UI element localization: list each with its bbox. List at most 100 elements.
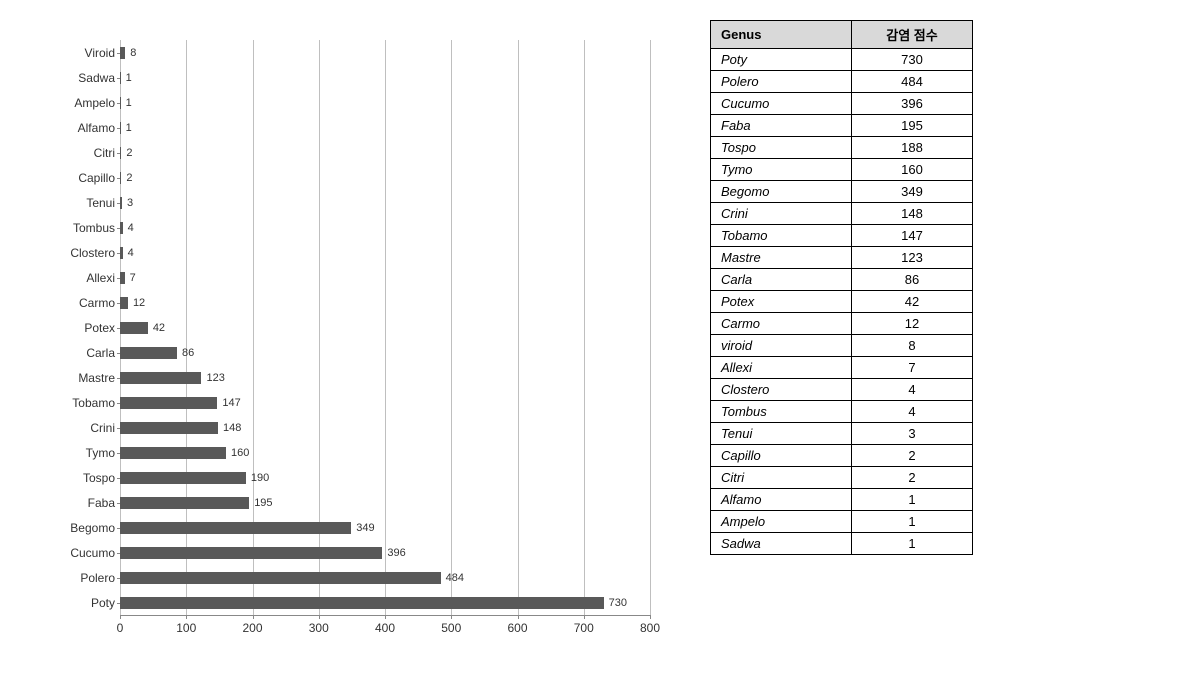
bar-value-label: 4 — [128, 222, 134, 234]
cell-genus: Cucumo — [711, 93, 852, 115]
bar — [120, 97, 121, 109]
cell-genus: Tenui — [711, 423, 852, 445]
bar — [120, 372, 201, 384]
x-tick — [451, 615, 452, 619]
x-tick — [186, 615, 187, 619]
bar-row: Mastre123 — [120, 365, 650, 390]
x-tick — [385, 615, 386, 619]
x-tick-label: 300 — [309, 621, 329, 635]
cell-genus: Tymo — [711, 159, 852, 181]
bar-row: Tombus4 — [120, 215, 650, 240]
cell-score: 4 — [852, 379, 973, 401]
bar-value-label: 730 — [609, 597, 627, 609]
bar-value-label: 123 — [206, 372, 224, 384]
genus-score-table: Genus 감염 점수 Poty730Polero484Cucumo396Fab… — [710, 20, 973, 555]
cell-score: 484 — [852, 71, 973, 93]
cell-genus: Carmo — [711, 313, 852, 335]
table-row: Begomo349 — [711, 181, 973, 203]
x-tick-label: 800 — [640, 621, 660, 635]
table-row: Citri2 — [711, 467, 973, 489]
cell-genus: Begomo — [711, 181, 852, 203]
table-row: viroid8 — [711, 335, 973, 357]
bar — [120, 72, 121, 84]
table-row: Tenui3 — [711, 423, 973, 445]
bar — [120, 47, 125, 59]
cell-genus: Citri — [711, 467, 852, 489]
bar — [120, 422, 218, 434]
bar-row: Viroid8 — [120, 40, 650, 65]
bar — [120, 322, 148, 334]
table-row: Alfamo1 — [711, 489, 973, 511]
cell-genus: Potex — [711, 291, 852, 313]
cell-score: 2 — [852, 445, 973, 467]
bar-value-label: 484 — [446, 572, 464, 584]
x-tick-label: 400 — [375, 621, 395, 635]
bar-value-label: 1 — [126, 97, 132, 109]
col-header-genus: Genus — [711, 21, 852, 49]
table-row: Polero484 — [711, 71, 973, 93]
bar — [120, 122, 121, 134]
cell-score: 349 — [852, 181, 973, 203]
cell-genus: Clostero — [711, 379, 852, 401]
bar — [120, 347, 177, 359]
table-row: Capillo2 — [711, 445, 973, 467]
x-tick — [518, 615, 519, 619]
bar — [120, 397, 217, 409]
bar-category-label: Viroid — [25, 46, 115, 60]
cell-genus: Crini — [711, 203, 852, 225]
bar-value-label: 160 — [231, 447, 249, 459]
bar-row: Tenui3 — [120, 190, 650, 215]
bar — [120, 547, 382, 559]
bar-row: Crini148 — [120, 415, 650, 440]
table-row: Crini148 — [711, 203, 973, 225]
table-row: Mastre123 — [711, 247, 973, 269]
cell-score: 42 — [852, 291, 973, 313]
cell-score: 1 — [852, 533, 973, 555]
bar-row: Potex42 — [120, 315, 650, 340]
cell-genus: Capillo — [711, 445, 852, 467]
bar-value-label: 396 — [387, 547, 405, 559]
bar-category-label: Carla — [25, 346, 115, 360]
cell-score: 1 — [852, 489, 973, 511]
bar-value-label: 86 — [182, 347, 194, 359]
bar-value-label: 195 — [254, 497, 272, 509]
table-row: Sadwa1 — [711, 533, 973, 555]
x-tick-label: 600 — [507, 621, 527, 635]
bar-value-label: 1 — [126, 122, 132, 134]
bar-category-label: Cucumo — [25, 546, 115, 560]
cell-genus: Tombus — [711, 401, 852, 423]
cell-score: 4 — [852, 401, 973, 423]
bar-row: Faba195 — [120, 490, 650, 515]
cell-score: 188 — [852, 137, 973, 159]
cell-score: 195 — [852, 115, 973, 137]
bar-category-label: Crini — [25, 421, 115, 435]
bar-category-label: Capillo — [25, 171, 115, 185]
x-tick — [253, 615, 254, 619]
table-row: Clostero4 — [711, 379, 973, 401]
bar-category-label: Carmo — [25, 296, 115, 310]
bar — [120, 297, 128, 309]
table-row: Carla86 — [711, 269, 973, 291]
table-row: Potex42 — [711, 291, 973, 313]
table-row: Carmo12 — [711, 313, 973, 335]
cell-score: 2 — [852, 467, 973, 489]
bar — [120, 572, 441, 584]
bar-value-label: 42 — [153, 322, 165, 334]
bar — [120, 197, 122, 209]
cell-genus: Poty — [711, 49, 852, 71]
bar-category-label: Potex — [25, 321, 115, 335]
bar-row: Clostero4 — [120, 240, 650, 265]
bar-value-label: 148 — [223, 422, 241, 434]
cell-score: 123 — [852, 247, 973, 269]
x-tick-label: 0 — [117, 621, 124, 635]
table-row: Allexi7 — [711, 357, 973, 379]
bar-row: Carla86 — [120, 340, 650, 365]
cell-genus: Ampelo — [711, 511, 852, 533]
table-row: Ampelo1 — [711, 511, 973, 533]
table-row: Tobamo147 — [711, 225, 973, 247]
cell-score: 3 — [852, 423, 973, 445]
bar-value-label: 147 — [222, 397, 240, 409]
cell-score: 730 — [852, 49, 973, 71]
bar-value-label: 7 — [130, 272, 136, 284]
bar-category-label: Tymo — [25, 446, 115, 460]
